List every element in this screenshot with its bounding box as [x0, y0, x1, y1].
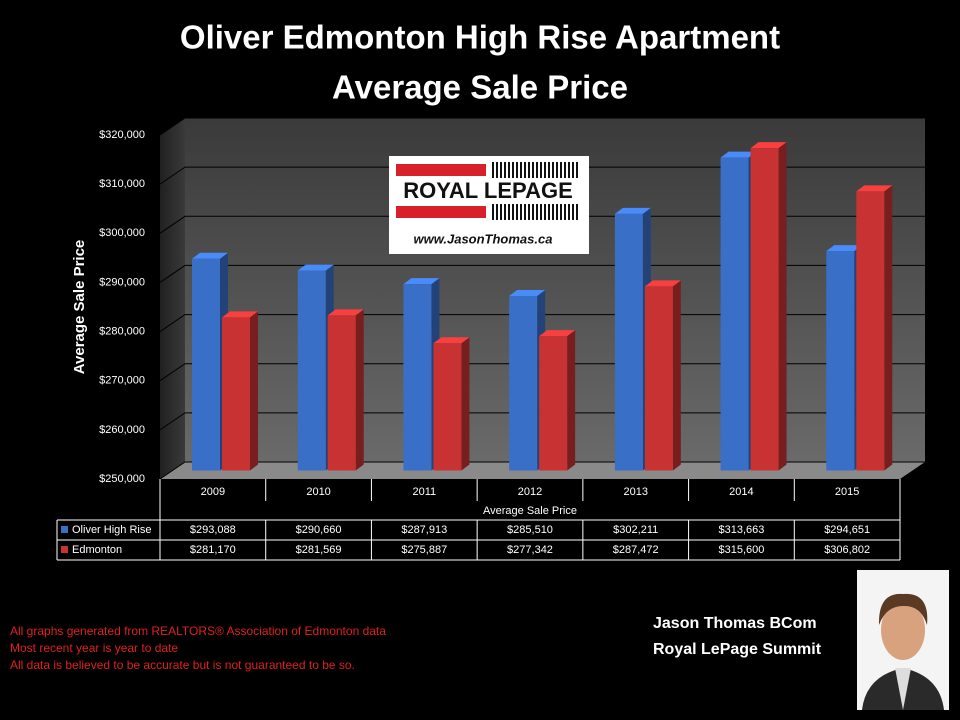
- value-label: $281,569: [296, 544, 342, 556]
- bar-side: [884, 185, 893, 471]
- bar-top: [644, 280, 681, 287]
- value-label: $287,472: [613, 544, 659, 556]
- agent-name: Jason Thomas BCom: [653, 615, 817, 632]
- bar: [327, 309, 364, 471]
- agent-photo: [857, 570, 949, 710]
- bar: [750, 142, 787, 471]
- bar-front: [222, 317, 250, 471]
- logo-bar: [396, 206, 486, 218]
- bar-front: [644, 286, 673, 471]
- logo-bar: [396, 164, 486, 176]
- chart-title: Average Sale Price: [332, 69, 628, 106]
- bar-front: [433, 343, 462, 471]
- value-label: $277,342: [507, 544, 553, 556]
- value-label: $302,211: [613, 524, 658, 536]
- value-label: $275,887: [401, 544, 447, 556]
- value-label: $294,651: [824, 524, 870, 536]
- x-axis-label: Average Sale Price: [483, 505, 577, 517]
- x-tick-label: 2014: [729, 486, 753, 498]
- y-tick-label: $300,000: [99, 227, 145, 239]
- bar-front: [403, 284, 432, 471]
- value-label: $281,170: [190, 544, 236, 556]
- value-label: $287,913: [401, 524, 447, 536]
- bar-top: [327, 309, 364, 316]
- footnote: Most recent year is year to date: [10, 641, 178, 655]
- bar-side: [567, 330, 576, 471]
- legend-label: Oliver High Rise: [72, 524, 151, 536]
- value-label: $306,802: [824, 544, 870, 556]
- agent-company: Royal LePage Summit: [653, 641, 822, 658]
- legend-swatch: [61, 546, 68, 553]
- footnote: All graphs generated from REALTORS® Asso…: [10, 624, 386, 638]
- bar-top: [403, 278, 440, 285]
- bar-side: [672, 280, 681, 471]
- x-tick-label: 2010: [306, 486, 330, 498]
- bar-front: [192, 258, 220, 471]
- bar-side: [461, 337, 470, 471]
- value-label: $285,510: [507, 524, 553, 536]
- value-label: $315,600: [718, 544, 764, 556]
- y-tick-label: $260,000: [99, 424, 145, 436]
- y-tick-label: $280,000: [99, 325, 145, 337]
- y-axis-label: Average Sale Price: [71, 240, 88, 375]
- bar-top: [750, 142, 787, 149]
- bar: [222, 311, 258, 471]
- bar-top: [720, 151, 757, 158]
- bar-top: [509, 289, 546, 296]
- bar-front: [614, 213, 643, 471]
- legend-swatch: [61, 526, 68, 533]
- bar-top: [614, 207, 651, 214]
- grid-line: [159, 166, 925, 185]
- y-tick-label: $310,000: [99, 178, 145, 190]
- logo-brand: ROYAL LEPAGE: [403, 178, 573, 203]
- left-wall: [160, 118, 185, 479]
- chart-title: Oliver Edmonton High Rise Apartment: [180, 19, 780, 56]
- bar-front: [720, 157, 749, 471]
- bar: [539, 330, 576, 471]
- bar-top: [433, 337, 470, 344]
- bar: [856, 185, 893, 471]
- grid-line: [159, 264, 925, 283]
- bar-top: [297, 264, 334, 271]
- legend-label: Edmonton: [72, 544, 122, 556]
- logo-lines: [492, 204, 580, 220]
- bar-front: [826, 251, 855, 471]
- bar-front: [509, 295, 538, 471]
- bar-side: [250, 311, 258, 471]
- bar-top: [539, 330, 576, 337]
- y-tick-label: $290,000: [99, 276, 145, 288]
- bar-top: [826, 245, 863, 252]
- bar-front: [856, 191, 885, 471]
- bar-front: [297, 270, 326, 471]
- y-tick-label: $270,000: [99, 375, 145, 387]
- y-tick-label: $320,000: [99, 129, 145, 141]
- bar-side: [778, 142, 787, 471]
- logo-url: www.JasonThomas.ca: [414, 231, 553, 246]
- bar-front: [539, 336, 568, 471]
- bar-top: [856, 185, 893, 192]
- bar: [433, 337, 470, 471]
- y-tick-label: $250,000: [99, 473, 145, 485]
- value-label: $313,663: [718, 524, 764, 536]
- x-tick-label: 2015: [835, 486, 859, 498]
- logo-lines: [492, 162, 580, 178]
- value-label: $293,088: [190, 524, 236, 536]
- x-tick-label: 2009: [201, 486, 225, 498]
- bar-top: [192, 252, 228, 259]
- x-tick-label: 2012: [518, 486, 542, 498]
- grid-line: [159, 117, 925, 136]
- bar-side: [355, 309, 364, 471]
- bar-front: [327, 315, 356, 471]
- value-label: $290,660: [296, 524, 342, 536]
- bar-front: [750, 148, 779, 471]
- grid-line: [159, 215, 925, 234]
- x-tick-label: 2013: [623, 486, 647, 498]
- footnote: All data is believed to be accurate but …: [10, 658, 355, 672]
- bar: [644, 280, 681, 471]
- bar-top: [222, 311, 258, 318]
- x-tick-label: 2011: [412, 486, 436, 498]
